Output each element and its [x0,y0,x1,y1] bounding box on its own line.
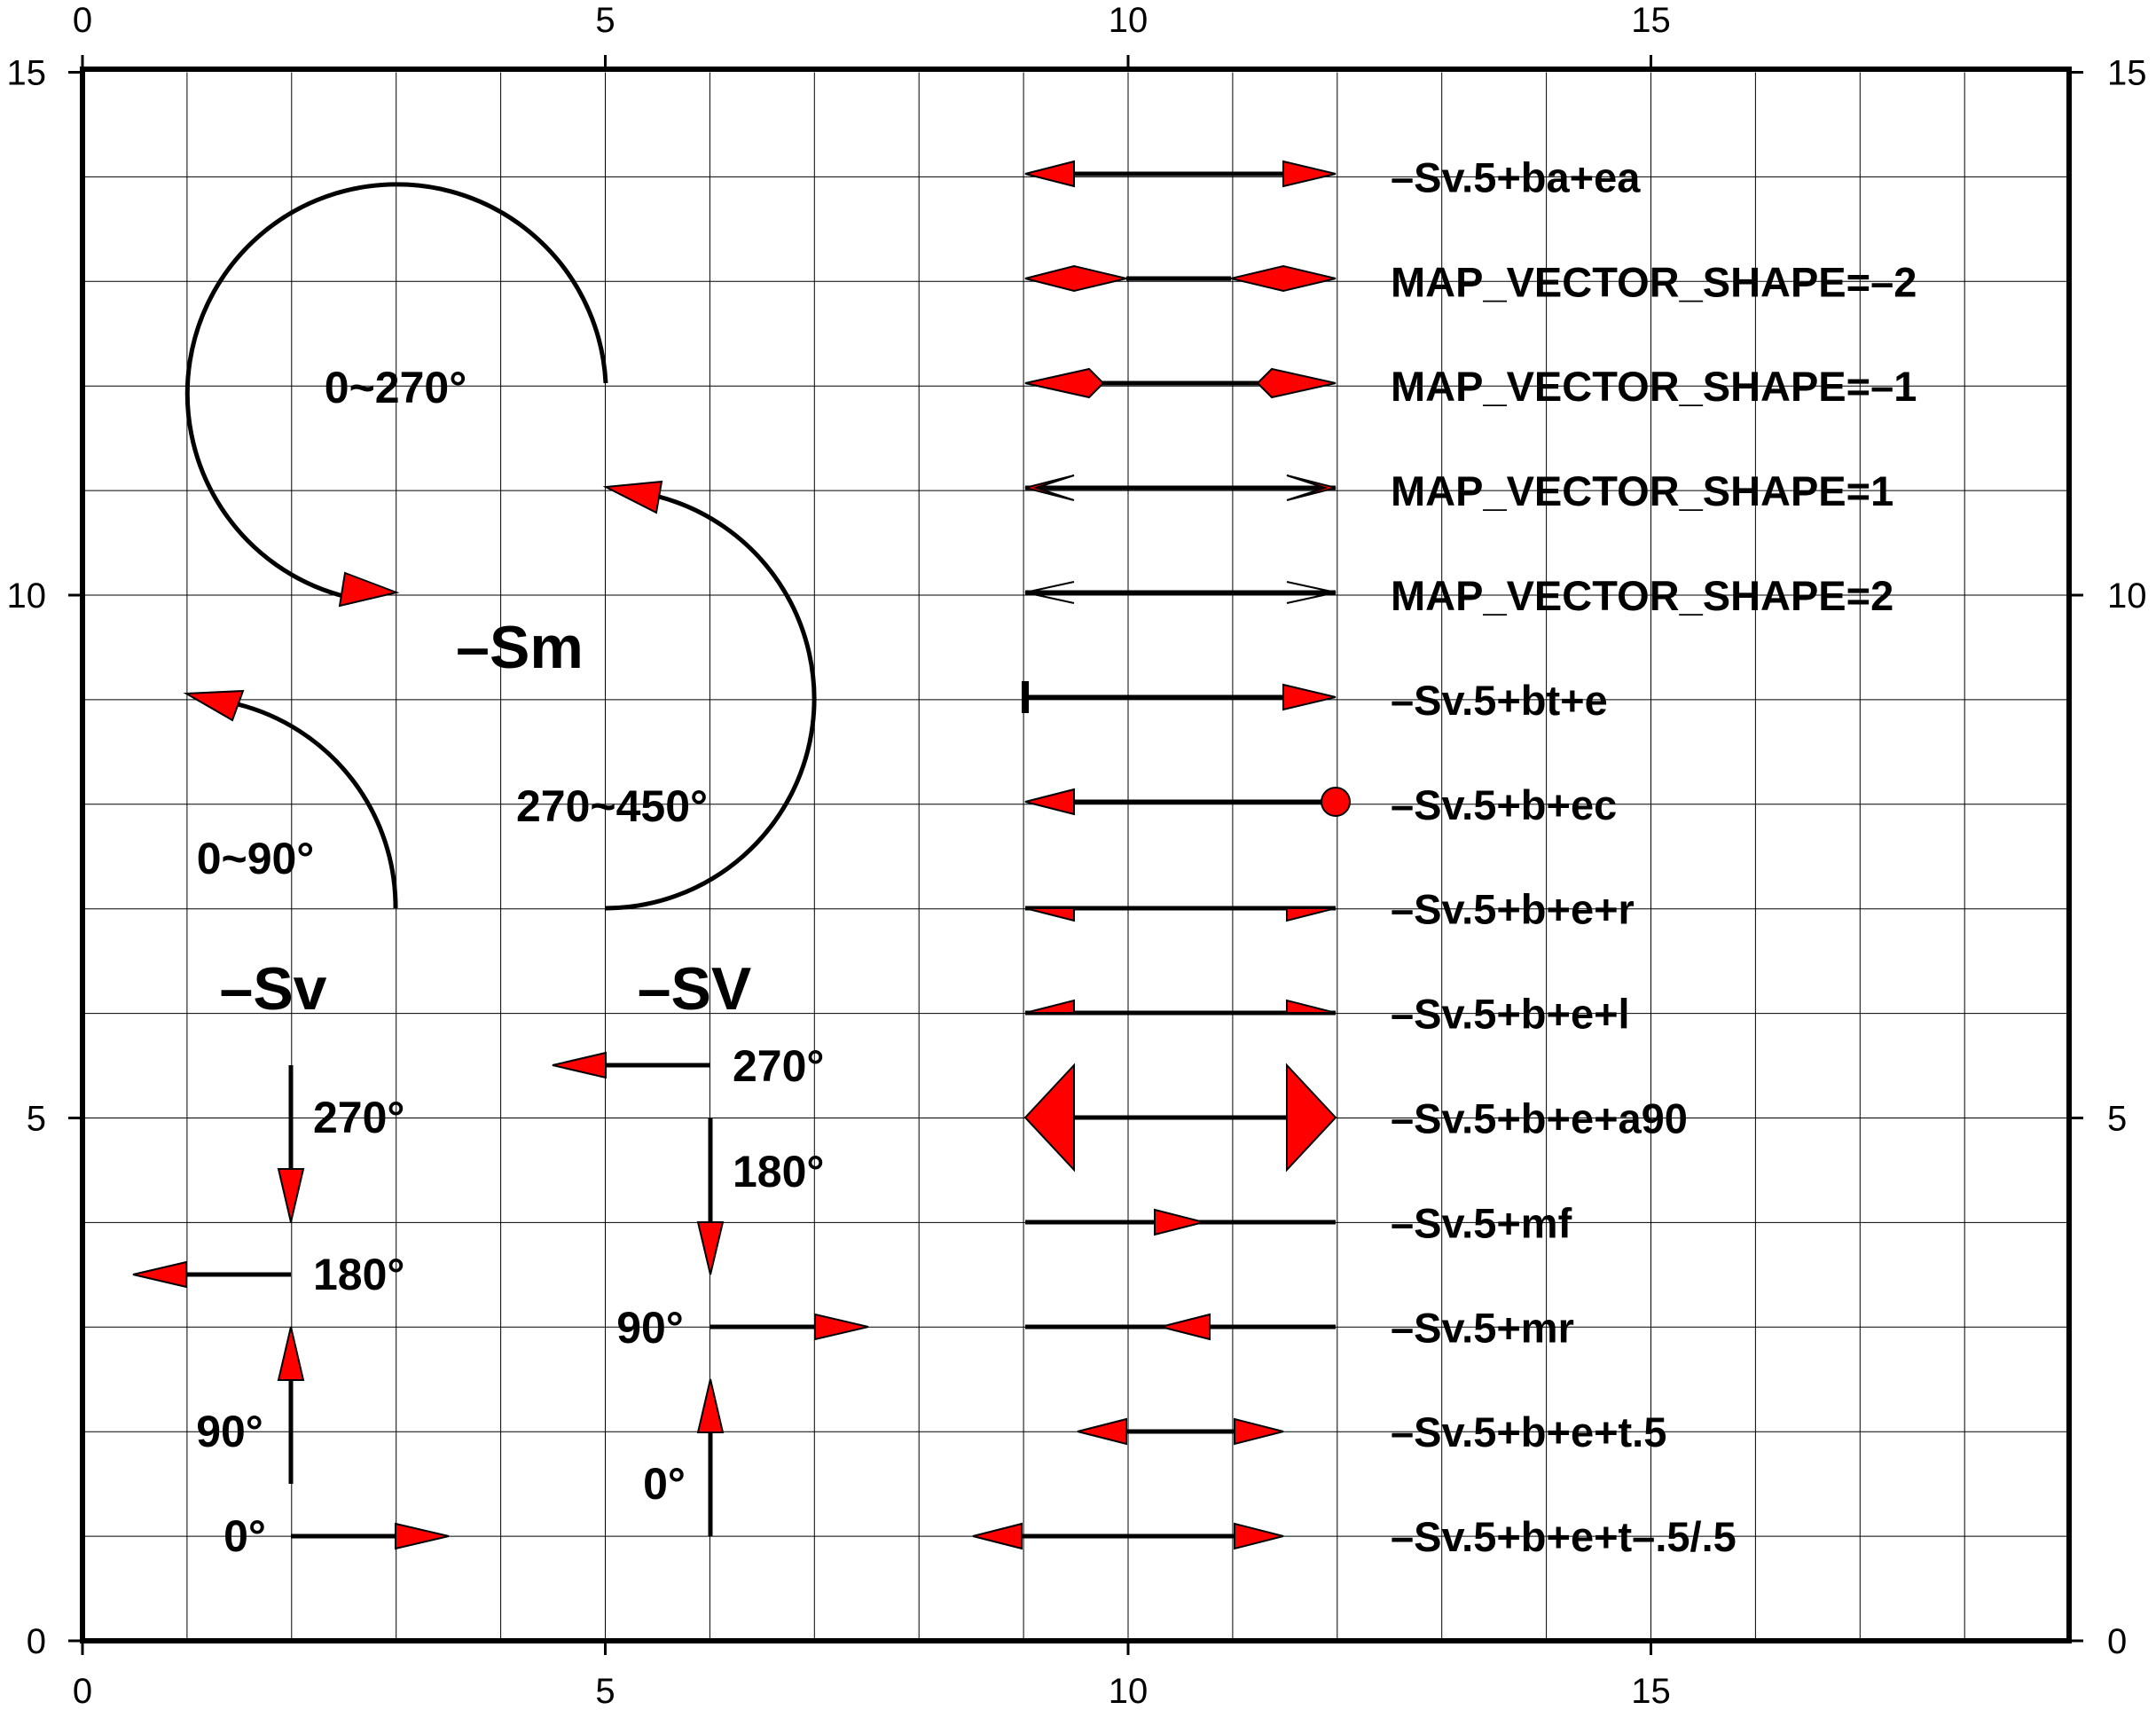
sv-label-270: 270° [313,1093,404,1142]
y-tick-label-right: 5 [2107,1100,2127,1139]
sv-heading: –Sv [220,955,327,1023]
x-tick-label-top: 15 [1631,1,1671,40]
sm-label-0-90: 0~90° [197,834,315,883]
sv-vector-180-head [132,1260,187,1289]
row-t-neg5-end-head [1234,1522,1284,1550]
row-b-e-r-begin-head [1024,907,1075,922]
sm-label-270-450: 270~450° [516,781,708,831]
y-tick-label-right: 0 [2107,1622,2127,1661]
vector-row-label: –Sv.5+b+e+t.5 [1391,1408,1666,1455]
sm-arc-0-90 [237,702,398,909]
sm-label-0-270: 0~270° [325,363,466,412]
y-tick-label-right: 10 [2107,577,2147,616]
row-mr-mid-head [1160,1313,1211,1341]
sm-arc-0-270-head [338,571,400,608]
x-tick-label-top: 5 [595,1,615,40]
vector-row-label: MAP_VECTOR_SHAPE=–1 [1391,363,1917,410]
x-tick-label-bottom: 0 [73,1672,92,1710]
vector-row-label: –Sv.5+mr [1391,1304,1574,1351]
row-shape-neg2-end-head [1230,264,1337,293]
vector-row-label: –Sv.5+mf [1391,1199,1572,1246]
row-shape-neg1-begin-head [1024,367,1105,399]
sv-vector-90-head [277,1326,305,1381]
row-ba-ea-begin-head [1024,160,1075,188]
row-bt-e-end-head [1282,683,1337,711]
vector-row-label: –Sv.5+b+ec [1391,781,1617,828]
x-tick-label-bottom: 5 [595,1672,615,1710]
row-b-e-l-end-head [1286,999,1337,1014]
vector-row-label: MAP_VECTOR_SHAPE=2 [1391,572,1893,619]
x-tick-label-bottom: 10 [1109,1672,1149,1710]
y-tick-label-left: 0 [27,1622,46,1661]
row-b-e-r-end-head [1286,907,1337,922]
sv-vectors [132,1065,450,1550]
x-tick-label-top: 0 [73,1,92,40]
sv-vector-270-head [277,1168,305,1223]
vector-row-label: MAP_VECTOR_SHAPE=–2 [1391,258,1917,305]
sm-arc-270-450 [605,494,817,911]
row-a90-begin-head [1023,1063,1075,1173]
sv-label-90: 90° [196,1407,263,1456]
svu-heading: –SV [638,955,752,1023]
sm-arc-270-450-head [602,480,663,514]
row-shape-neg1-end-head [1256,367,1337,399]
plot-frame [80,67,2072,1643]
vector-attribute-examples [972,160,1351,1550]
row-b-e-l-begin-head [1024,999,1075,1014]
row-b-ec-begin-head [1024,788,1075,816]
y-tick-label-left: 10 [7,577,47,616]
row-shape-1-end-head [1286,475,1337,501]
row-t5-end-head [1234,1417,1284,1446]
svu-vector-180-head [696,1221,725,1275]
sv-vector-0-head [395,1522,450,1550]
grid-lines [82,72,2070,1641]
svu-label-0: 0° [643,1459,686,1509]
vector-row-label: –Sv.5+b+e+t–.5/.5 [1391,1513,1737,1560]
sm-heading: –Sm [456,614,584,681]
sv-label-0: 0° [223,1511,266,1561]
vector-row-labels: –Sv.5+ba+ea MAP_VECTOR_SHAPE=–2 MAP_VECTOR… [1391,153,1917,1560]
svu-label-270: 270° [733,1041,824,1091]
row-t5-begin-head [1077,1417,1127,1446]
svu-vector-270-head [552,1051,607,1079]
row-a90-end-head [1286,1063,1337,1173]
svu-vector-90-head [814,1313,869,1341]
row-ba-ea-end-head [1282,160,1337,188]
sv-label-180: 180° [313,1250,404,1299]
vector-row-label: –Sv.5+b+e+a90 [1391,1095,1688,1142]
sm-arcs [183,182,817,911]
y-tick-label-left: 15 [7,54,47,93]
x-tick-label-top: 10 [1109,1,1149,40]
vector-row-label: –Sv.5+b+e+r [1391,886,1635,933]
row-shape-2-end-head [1286,581,1337,604]
row-shape-1-begin-head [1024,475,1075,501]
y-tick-label-left: 5 [27,1100,46,1139]
svu-label-180: 180° [733,1147,824,1196]
row-t-neg5-begin-head [972,1522,1023,1550]
svu-label-90: 90° [616,1303,684,1353]
sm-arc-0-270 [184,182,608,599]
row-mf-mid-head [1154,1208,1204,1236]
vector-row-label: –Sv.5+bt+e [1391,677,1608,724]
vector-row-label: –Sv.5+b+e+l [1391,991,1630,1038]
vector-row-label: MAP_VECTOR_SHAPE=1 [1391,467,1893,514]
svu-vectors [552,1051,869,1536]
row-b-ec-end-circle [1321,787,1351,817]
y-tick-label-right: 15 [2107,54,2147,93]
svu-vector-0-head [696,1378,725,1433]
row-shape-neg2-begin-head [1024,264,1127,293]
x-tick-label-bottom: 15 [1631,1672,1671,1710]
row-shape-2-begin-head [1024,581,1075,604]
vector-row-label: –Sv.5+ba+ea [1391,153,1641,200]
sm-arc-0-90-head [183,689,245,722]
